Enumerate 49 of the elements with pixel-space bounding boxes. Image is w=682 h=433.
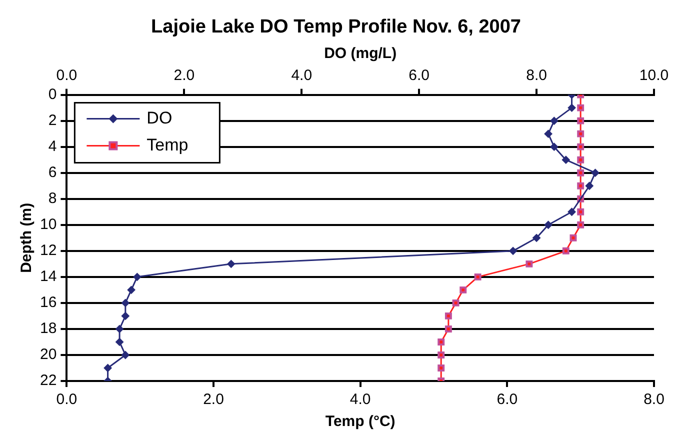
y-tick-label: 18 — [40, 320, 57, 338]
point — [133, 272, 142, 281]
point — [544, 220, 552, 229]
point — [104, 364, 112, 372]
x-tick-label: 6.0 — [496, 391, 518, 408]
x-tick-label: 4.0 — [350, 391, 371, 408]
point — [562, 156, 570, 164]
y-tick-label: 6 — [48, 164, 57, 181]
y-tick-label: 20 — [40, 346, 57, 364]
y-tick-label: 4 — [48, 138, 57, 155]
point — [121, 312, 130, 320]
point — [532, 234, 541, 242]
y-tick-label: 14 — [40, 268, 57, 286]
point — [121, 350, 130, 359]
x2-tick-label: 4.0 — [291, 66, 312, 84]
x-tick-label: 8.0 — [644, 391, 664, 408]
x2-tick-label: 8.0 — [526, 66, 547, 84]
point — [127, 286, 136, 294]
point — [568, 208, 576, 216]
x2-tick-label: 2.0 — [174, 66, 195, 84]
point — [116, 338, 124, 346]
x2-tick-label: 0.0 — [56, 66, 78, 84]
point — [544, 130, 552, 138]
x-axis-title: Temp (°C) — [325, 413, 396, 430]
x2-axis-title: DO (mg/L) — [324, 44, 397, 62]
point — [585, 182, 594, 190]
point — [550, 142, 558, 151]
legend-label: DO — [146, 108, 172, 128]
x2-tick-label: 10.0 — [639, 66, 669, 84]
point — [116, 324, 124, 333]
y-tick-label: 12 — [40, 242, 57, 260]
y-tick-label: 16 — [40, 294, 57, 312]
y-tick-label: 2 — [48, 112, 57, 129]
point — [227, 260, 236, 268]
x-tick-label: 2.0 — [203, 391, 224, 408]
x-tick-label: 0.0 — [56, 391, 78, 408]
y-tick-label: 10 — [40, 216, 57, 234]
point — [568, 104, 576, 112]
legend-label: Temp — [146, 135, 188, 154]
y-tick-label: 0 — [48, 86, 57, 103]
y-tick-label: 22 — [40, 372, 57, 390]
x2-tick-label: 6.0 — [408, 66, 430, 84]
point — [550, 116, 558, 125]
chart-title: Lajoie Lake DO Temp Profile Nov. 6, 2007 — [151, 16, 521, 38]
y-axis-title: Depth (m) — [18, 202, 36, 273]
point — [509, 246, 518, 255]
point — [591, 168, 600, 177]
y-tick-label: 8 — [48, 190, 57, 208]
point — [121, 298, 130, 307]
